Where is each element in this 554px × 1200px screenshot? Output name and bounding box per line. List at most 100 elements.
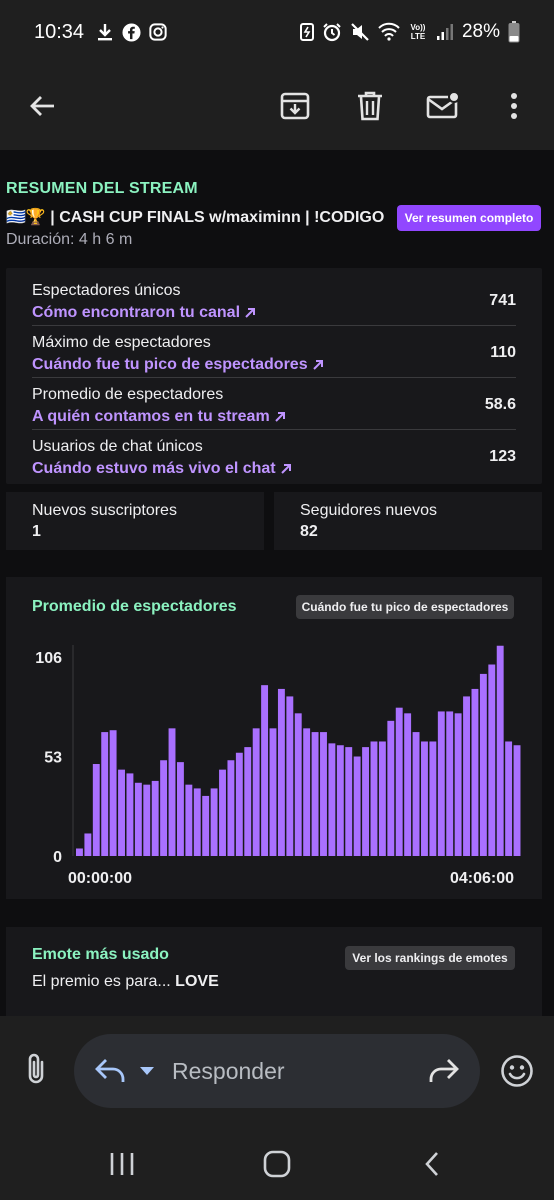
chart-bar bbox=[488, 664, 496, 856]
chart-bar bbox=[261, 685, 269, 856]
chart-bar bbox=[286, 696, 294, 856]
stat-link[interactable]: Cómo encontraron tu canal bbox=[32, 304, 256, 322]
chart-bar bbox=[219, 769, 226, 856]
facebook-icon bbox=[122, 22, 141, 42]
stat-value: 123 bbox=[489, 448, 516, 465]
reply-area: Responder bbox=[0, 1016, 554, 1126]
dropdown-icon[interactable] bbox=[138, 1064, 156, 1082]
chart-bar bbox=[412, 732, 420, 856]
stat-row: Espectadores únicos Cómo encontraron tu … bbox=[32, 274, 516, 326]
stat-link[interactable]: A quién contamos en tu stream bbox=[32, 408, 286, 426]
attach-icon[interactable] bbox=[22, 1052, 50, 1091]
chart-bar bbox=[505, 741, 513, 856]
y-tick-label: 0 bbox=[53, 849, 62, 866]
stat-link[interactable]: Cuándo estuvo más vivo el chat bbox=[32, 460, 292, 478]
chart-bar bbox=[454, 713, 462, 856]
mute-icon bbox=[350, 22, 370, 42]
stat-value: 58.6 bbox=[484, 396, 516, 413]
alarm-icon bbox=[322, 22, 342, 42]
signal-icon bbox=[436, 22, 454, 42]
chart-title: Promedio de espectadores bbox=[32, 598, 237, 615]
system-nav-bar bbox=[0, 1126, 554, 1200]
stats-card: Espectadores únicos Cómo encontraron tu … bbox=[6, 268, 542, 484]
chart-bar bbox=[294, 713, 302, 856]
chart-bar bbox=[143, 784, 151, 856]
chart-bar bbox=[101, 732, 109, 856]
chart-bar bbox=[353, 756, 361, 856]
summary-header: RESUMEN DEL STREAM bbox=[6, 180, 198, 197]
chart-bar bbox=[303, 728, 311, 856]
chart-bar bbox=[370, 741, 378, 856]
stat-label: Usuarios de chat únicos bbox=[32, 438, 203, 455]
full-summary-button[interactable]: Ver resumen completo bbox=[397, 205, 541, 231]
battery-icon bbox=[508, 21, 520, 43]
chart-bar bbox=[311, 732, 319, 856]
y-tick-label: 53 bbox=[44, 750, 62, 767]
arrow-up-right-icon bbox=[312, 360, 323, 370]
chart-bar bbox=[176, 762, 184, 856]
email-body: RESUMEN DEL STREAM 🇺🇾🏆 | CASH CUP FINALS… bbox=[0, 150, 554, 1016]
reply-input[interactable]: Responder bbox=[74, 1034, 480, 1108]
chart-bar bbox=[185, 784, 193, 856]
stat-row: Promedio de espectadores A quién contamo… bbox=[32, 378, 516, 430]
chart-bar bbox=[168, 728, 176, 856]
chart-bar bbox=[404, 713, 412, 856]
emote-rankings-button[interactable]: Ver los rankings de emotes bbox=[345, 946, 515, 970]
delete-icon[interactable] bbox=[342, 78, 398, 134]
reply-icon[interactable] bbox=[94, 1056, 126, 1091]
stat-label: Máximo de espectadores bbox=[32, 334, 211, 351]
back-icon[interactable] bbox=[412, 1146, 452, 1182]
chart-bar bbox=[479, 673, 487, 856]
stream-title: 🇺🇾🏆 | CASH CUP FINALS w/maximinn | !CODI… bbox=[6, 209, 385, 226]
emote-name: LOVE bbox=[175, 973, 219, 990]
chart-bar bbox=[244, 747, 252, 856]
volte-icon: Vo)) LTE bbox=[410, 23, 426, 41]
home-icon[interactable] bbox=[257, 1146, 297, 1182]
stat-row: Máximo de espectadores Cuándo fue tu pic… bbox=[32, 326, 516, 378]
viewers-chart-card: 106 53 0 00:00:00 04:06:00 Promedio de espec… bbox=[6, 577, 542, 899]
chart-bar bbox=[109, 730, 117, 856]
stat-value: 741 bbox=[489, 292, 516, 309]
emoji-icon[interactable] bbox=[500, 1054, 534, 1093]
forward-icon[interactable] bbox=[428, 1056, 460, 1091]
arrow-up-right-icon bbox=[280, 464, 291, 474]
battery-percent: 28% bbox=[461, 21, 500, 42]
chart-bar bbox=[345, 747, 353, 856]
back-arrow-icon[interactable] bbox=[14, 78, 70, 134]
chart-bar bbox=[328, 743, 336, 856]
chart-bar bbox=[496, 645, 504, 856]
mini-stat-label: Seguidores nuevos bbox=[300, 502, 437, 519]
chart-bar bbox=[84, 833, 92, 856]
stream-duration: Duración: 4 h 6 m bbox=[6, 231, 133, 248]
chart-bar bbox=[336, 745, 344, 856]
chart-bar bbox=[463, 696, 470, 856]
chart-bar bbox=[134, 782, 142, 856]
stat-link[interactable]: Cuándo fue tu pico de espectadores bbox=[32, 356, 324, 374]
more-vert-icon[interactable] bbox=[486, 78, 542, 134]
status-time: 10:34 bbox=[34, 20, 85, 43]
chart-bar bbox=[395, 707, 403, 856]
archive-icon[interactable] bbox=[267, 78, 323, 134]
new-followers-card: Seguidores nuevos 82 bbox=[274, 492, 542, 550]
emote-text: El premio es para... LOVE bbox=[32, 973, 219, 990]
recents-icon[interactable] bbox=[102, 1146, 142, 1182]
chart-bar bbox=[126, 773, 134, 856]
x-end-label: 04:06:00 bbox=[450, 870, 514, 887]
wifi-icon bbox=[378, 22, 400, 42]
arrow-up-right-icon bbox=[245, 308, 256, 318]
emote-title: Emote más usado bbox=[32, 946, 169, 963]
chart-bar bbox=[362, 747, 370, 856]
chart-bar bbox=[471, 688, 479, 856]
chart-bar bbox=[92, 764, 100, 856]
chart-bar bbox=[151, 780, 159, 856]
mark-unread-icon[interactable] bbox=[415, 78, 471, 134]
download-icon bbox=[96, 22, 114, 42]
viewers-bar-chart: 106 53 0 00:00:00 04:06:00 bbox=[35, 645, 521, 887]
mini-stat-value: 1 bbox=[32, 523, 41, 540]
emote-card: Emote más usado El premio es para... LOV… bbox=[6, 927, 542, 1016]
chart-bar bbox=[378, 741, 386, 856]
peak-viewers-button[interactable]: Cuándo fue tu pico de espectadores bbox=[296, 595, 514, 619]
reply-placeholder[interactable]: Responder bbox=[172, 1058, 285, 1084]
status-bar: 10:34 Vo)) LTE 28% bbox=[0, 0, 554, 64]
new-subscribers-card: Nuevos suscriptores 1 bbox=[6, 492, 264, 550]
